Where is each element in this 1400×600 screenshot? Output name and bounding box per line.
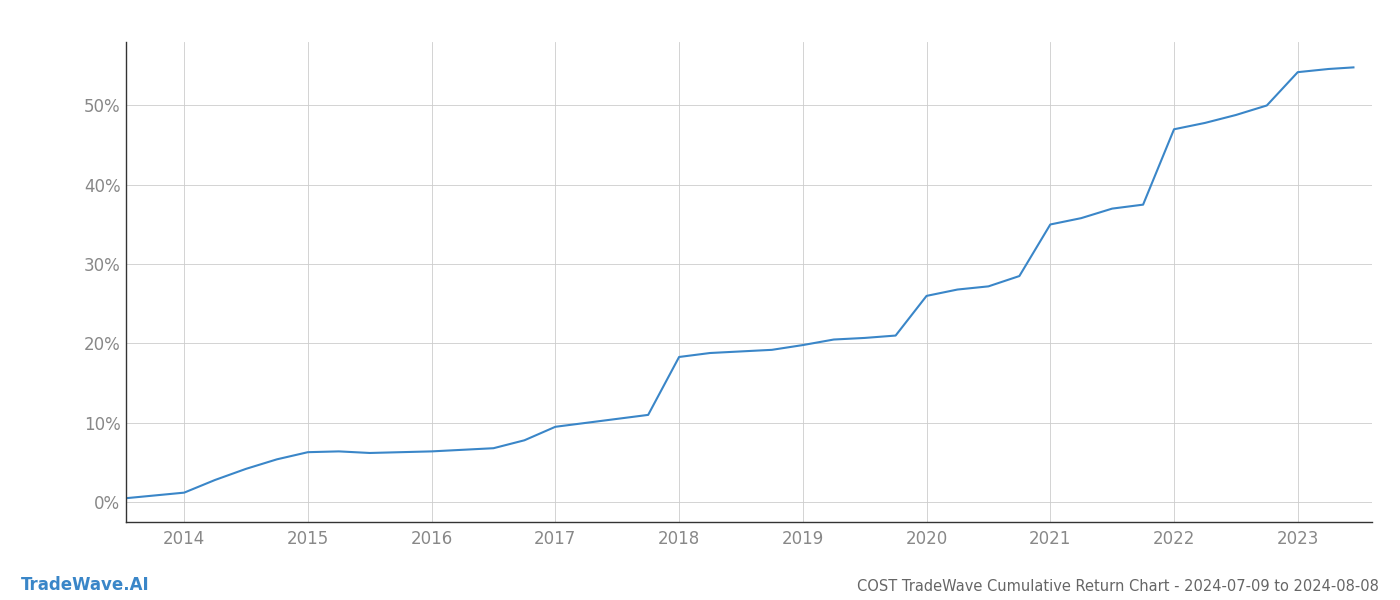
Text: COST TradeWave Cumulative Return Chart - 2024-07-09 to 2024-08-08: COST TradeWave Cumulative Return Chart -…: [857, 579, 1379, 594]
Text: TradeWave.AI: TradeWave.AI: [21, 576, 150, 594]
